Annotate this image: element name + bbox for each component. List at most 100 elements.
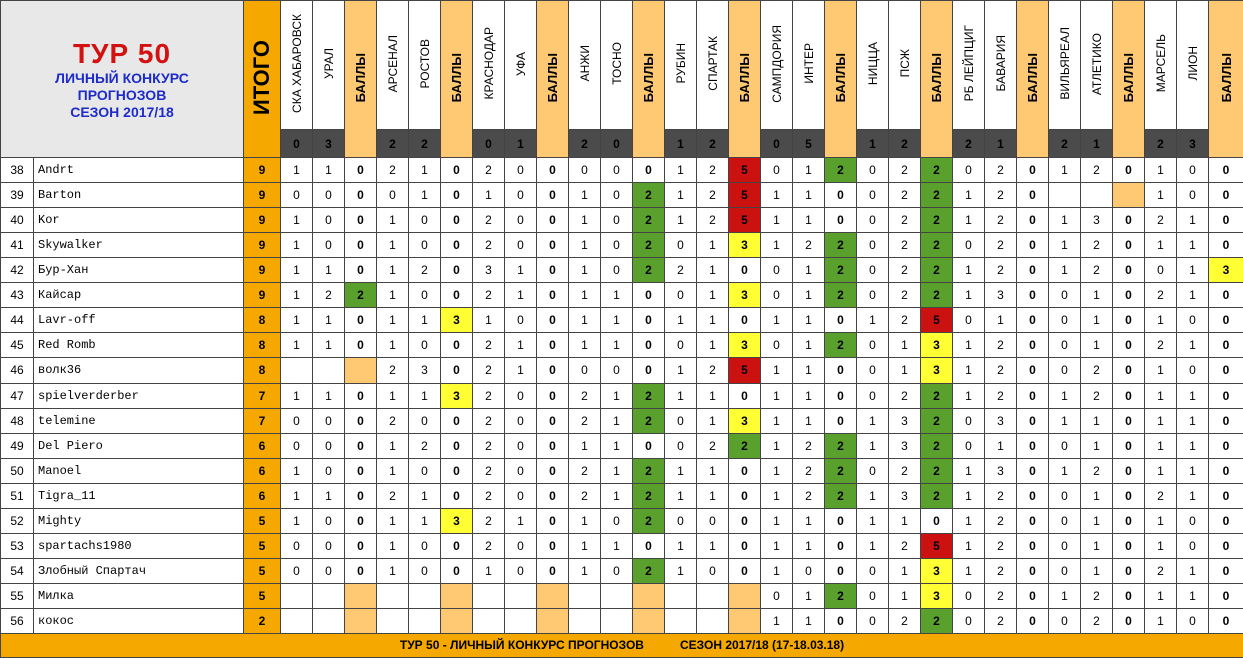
prediction-away: 0 [408,282,441,309]
prediction-away: 1 [792,332,825,359]
participant-total: 5 [243,507,281,534]
prediction-home: 0 [1048,607,1081,634]
match-points: 0 [632,332,665,359]
prediction-home: 1 [568,557,601,584]
match-4-away-team: ТОСНО [600,0,633,131]
prediction-home: 1 [952,332,985,359]
match-9-score-away: 1 [1080,129,1113,159]
prediction-away: 1 [984,432,1017,459]
match-5-score-home: 1 [664,129,697,159]
prediction-home: 0 [856,157,889,184]
participant-total: 6 [243,457,281,484]
match-points: 2 [632,232,665,259]
match-points: 0 [1016,257,1049,284]
prediction-away: 2 [312,282,345,309]
prediction-home: 1 [1048,157,1081,184]
prediction-away: 1 [600,432,633,459]
prediction-home: 1 [856,482,889,509]
prediction-home: 0 [1048,482,1081,509]
match-points: 0 [440,457,473,484]
prediction-home: 2 [472,157,505,184]
prediction-away: 0 [312,457,345,484]
prediction-home [664,582,697,609]
match-points: 0 [1112,582,1145,609]
match-points: 0 [1016,182,1049,209]
prediction-away: 1 [888,507,921,534]
prediction-away [504,582,537,609]
prediction-away: 1 [696,482,729,509]
prediction-home: 1 [1144,157,1177,184]
participant-total: 5 [243,557,281,584]
prediction-away: 0 [504,157,537,184]
match-points: 0 [1208,382,1243,409]
match-points: 0 [536,482,569,509]
prediction-home: 2 [472,432,505,459]
prediction-home: 1 [952,282,985,309]
match-points: 0 [1208,157,1243,184]
prediction-away: 2 [984,157,1017,184]
prediction-home: 1 [472,557,505,584]
match-1-points-header: БАЛЛЫ [344,0,377,159]
match-points: 2 [632,457,665,484]
prediction-away: 0 [408,557,441,584]
row-number: 53 [0,532,34,559]
match-points: 0 [1016,532,1049,559]
participant-name: spielverderber [33,382,244,409]
prediction-away: 3 [1080,207,1113,234]
prediction-away [504,607,537,634]
match-points: 0 [440,257,473,284]
match-points: 0 [824,507,857,534]
table-row: 40 Kor 9 1 0 0 1 0 0 2 0 0 1 0 2 1 2 5 1 1 0 0 2 2 1 2 0 1 3 0 2 1 0 [0,207,1243,234]
prediction-home: 1 [280,157,313,184]
prediction-home [376,607,409,634]
prediction-home: 1 [376,432,409,459]
prediction-away: 2 [408,257,441,284]
prediction-home: 1 [568,307,601,334]
match-points: 0 [344,382,377,409]
prediction-away: 0 [600,207,633,234]
prediction-home: 1 [280,207,313,234]
prediction-home [472,582,505,609]
prediction-home: 1 [760,407,793,434]
row-number: 40 [0,207,34,234]
prediction-away: 2 [792,432,825,459]
match-points: 0 [728,507,761,534]
prediction-away: 3 [984,407,1017,434]
prediction-home: 2 [376,357,409,384]
prediction-home: 2 [664,257,697,284]
prediction-away: 1 [696,382,729,409]
prediction-away: 1 [1176,382,1209,409]
participant-total: 6 [243,482,281,509]
prediction-home: 1 [280,457,313,484]
prediction-home: 1 [280,382,313,409]
prediction-away: 2 [1080,157,1113,184]
match-points: 0 [1016,482,1049,509]
match-points: 3 [920,357,953,384]
match-points: 0 [440,407,473,434]
match-8-home-team: РБ ЛЕЙПЦИГ [952,0,985,131]
prediction-away: 2 [984,507,1017,534]
match-points: 2 [824,582,857,609]
prediction-home: 0 [856,582,889,609]
prediction-home: 1 [760,532,793,559]
prediction-home: 0 [664,232,697,259]
match-points: 2 [824,457,857,484]
prediction-away: 0 [408,532,441,559]
prediction-away: 1 [1080,532,1113,559]
match-points: 0 [824,557,857,584]
match-10-points-header: БАЛЛЫ [1208,0,1243,159]
prediction-home [1048,182,1081,209]
prediction-home: 0 [664,407,697,434]
match-points: 2 [632,507,665,534]
prediction-away: 2 [984,607,1017,634]
participant-name: Andrt [33,157,244,184]
prediction-home: 1 [952,507,985,534]
prediction-away: 1 [792,307,825,334]
match-points: 0 [1112,382,1145,409]
prediction-home: 2 [472,332,505,359]
match-points: 3 [440,507,473,534]
prediction-home: 0 [952,432,985,459]
prediction-away: 2 [696,157,729,184]
prediction-away: 1 [1176,407,1209,434]
prediction-away: 0 [408,407,441,434]
